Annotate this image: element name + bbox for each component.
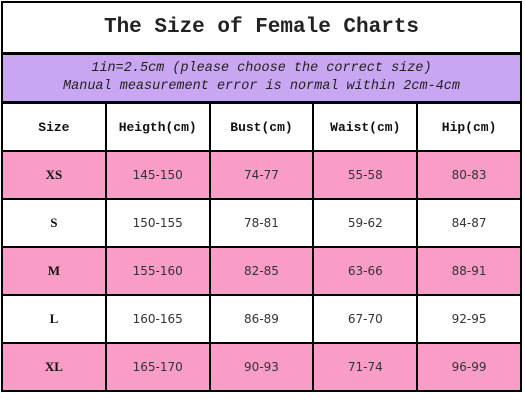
table-cell: 155-160: [104, 246, 211, 296]
table-row: S 150-155 78-81 59-62 84-87: [1, 198, 522, 248]
table-row: XL 165-170 90-93 71-74 96-99: [1, 342, 522, 392]
table-cell: 63-66: [312, 246, 419, 296]
table-row: L 160-165 86-89 67-70 92-95: [1, 294, 522, 344]
size-cell: M: [1, 246, 107, 296]
table-cell: 96-99: [416, 342, 522, 392]
table-row: XS 145-150 74-77 55-58 80-83: [1, 150, 522, 200]
table-cell: 165-170: [104, 342, 211, 392]
size-cell: L: [1, 294, 107, 344]
table-cell: 145-150: [104, 150, 211, 200]
column-header: Hip(cm): [416, 102, 522, 152]
table-row: M 155-160 82-85 63-66 88-91: [1, 246, 522, 296]
table-cell: 86-89: [208, 294, 315, 344]
title: The Size of Female Charts: [1, 1, 522, 54]
table-cell: 92-95: [416, 294, 522, 344]
column-header: Waist(cm): [312, 102, 419, 152]
table-cell: 80-83: [416, 150, 522, 200]
column-header: Bust(cm): [208, 102, 315, 152]
note: Manual measurement error is normal withi…: [63, 79, 460, 94]
column-header: Size: [1, 102, 107, 152]
table-cell: 74-77: [208, 150, 315, 200]
note: 1in=2.5cm (please choose the correct siz…: [91, 61, 432, 76]
column-header: Heigth(cm): [104, 102, 211, 152]
table-cell: 67-70: [312, 294, 419, 344]
table-cell: 78-81: [208, 198, 315, 248]
size-cell: XS: [1, 150, 107, 200]
table-cell: 71-74: [312, 342, 419, 392]
size-cell: S: [1, 198, 107, 248]
table-cell: 82-85: [208, 246, 315, 296]
table-cell: 90-93: [208, 342, 315, 392]
table-cell: 88-91: [416, 246, 522, 296]
table-cell: 84-87: [416, 198, 522, 248]
table-cell: 55-58: [312, 150, 419, 200]
table-cell: 150-155: [104, 198, 211, 248]
table-cell: 59-62: [312, 198, 419, 248]
size-table: Size Heigth(cm) Bust(cm) Waist(cm) Hip(cm) XS…: [1, 102, 522, 392]
notes: 1in=2.5cm (please choose the correct siz…: [1, 53, 522, 103]
size-cell: XL: [1, 342, 107, 392]
table-cell: 160-165: [104, 294, 211, 344]
header-row: Size Heigth(cm) Bust(cm) Waist(cm) Hip(cm): [1, 102, 522, 152]
